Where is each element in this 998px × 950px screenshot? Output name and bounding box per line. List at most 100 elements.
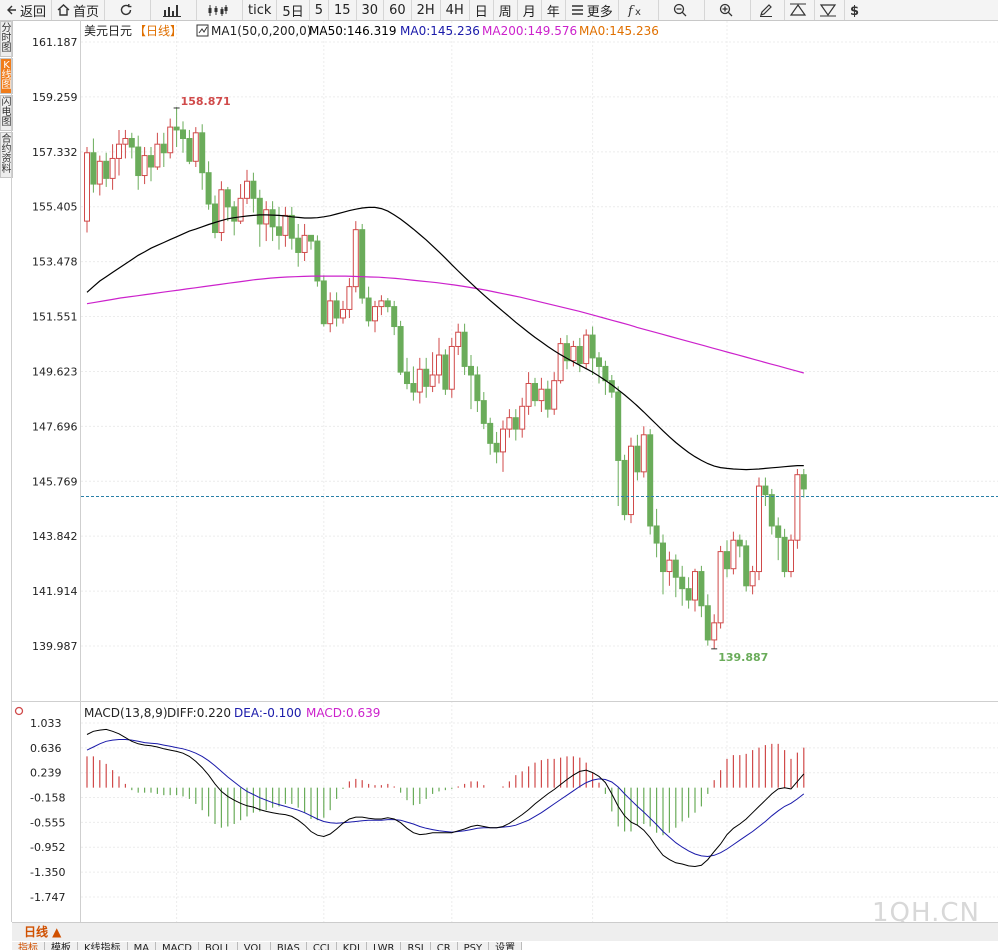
bottom-bar [12,922,998,941]
period-selector[interactable]: 日线 ▲ [24,925,62,939]
candle-down [768,494,775,527]
macd-tick-label: -1.350 [30,866,65,879]
home-button[interactable]: 首页 [52,0,106,20]
candle-up [301,234,308,253]
legend-ma50: MA50:146.319 [309,24,397,38]
period-2h[interactable]: 2H [412,0,441,20]
svg-text:$: $ [850,4,859,17]
legend-ma0b: MA0:145.236 [579,24,659,38]
triangle-down-icon [819,4,836,17]
side-tab-kline[interactable]: K线图 [0,58,13,94]
candle-up [122,137,129,145]
home-label: 首页 [73,4,100,20]
kline-view-button[interactable] [197,0,244,20]
zoom-out-button[interactable] [659,0,705,20]
candle-up [717,551,724,624]
side-tab-contract[interactable]: 合约资料 [0,132,13,178]
side-tab-timeshare[interactable]: 分时图 [0,21,13,57]
candle-up [794,474,801,541]
period-5[interactable]: 5 [310,0,329,20]
tab-kline-indicator[interactable]: K线指标 [78,942,128,950]
candle-up [551,380,558,410]
candle-down [736,539,743,547]
tab-settings[interactable]: 设置 [489,942,523,950]
candle-up [84,152,90,222]
candle-down [487,422,494,444]
indicator-button[interactable] [151,0,198,20]
tab-lwr[interactable]: LWR [366,942,402,950]
macd-settings-icon[interactable] [14,706,24,716]
refresh-button[interactable] [105,0,152,20]
period-30[interactable]: 30 [357,0,385,20]
candle-down [589,334,596,359]
candle-down [160,143,167,154]
period-tick[interactable]: tick [243,0,278,20]
period-day[interactable]: 日 [470,0,494,20]
tab-bias[interactable]: BIAS [270,942,307,950]
fall-button[interactable] [815,0,845,20]
candle-up [378,300,385,308]
candle-up [109,157,116,179]
price-tick-label: 157.332 [32,146,78,159]
candle-down [493,442,500,453]
price-tick-labels: 161.187 159.259 157.332 155.405 153.478 151.5… [32,36,78,653]
tab-indicator[interactable]: 指标 [12,942,45,950]
candle-up [570,345,577,362]
quote-button[interactable]: $ [845,0,870,20]
back-button[interactable]: 返回 [0,0,53,20]
tab-macd[interactable]: MACD [156,942,200,950]
period-week[interactable]: 周 [494,0,518,20]
candle-up [340,308,346,319]
period-15[interactable]: 15 [329,0,357,20]
candle-down [468,365,474,376]
tab-rsi[interactable]: RSI [401,942,431,950]
pen-icon [759,4,772,17]
candle-down [365,297,372,322]
period-month[interactable]: 月 [518,0,542,20]
tab-kdj[interactable]: KDJ [336,942,367,950]
tab-ma[interactable]: MA [127,942,157,950]
price-tick-label: 149.623 [32,365,78,378]
home-icon [57,4,70,16]
macd-tick-label: 1.033 [30,717,62,730]
price-tick-label: 147.696 [32,420,78,433]
price-tick-label: 141.914 [32,585,78,598]
tab-cci[interactable]: CCI [306,942,337,950]
side-tab-flash[interactable]: 闪电图 [0,95,13,131]
period-60[interactable]: 60 [384,0,412,20]
more-button[interactable]: 更多 [566,0,619,20]
candle-down [404,371,410,385]
tab-cr[interactable]: CR [430,942,458,950]
candle-up [218,189,225,234]
period-30-label: 30 [361,2,379,18]
annotations: 158.871 139.887 [173,95,768,664]
candle-up [116,143,122,159]
tab-boll[interactable]: BOLL [199,942,238,950]
candle-up [416,368,423,393]
period-5day[interactable]: 5日 [277,0,310,20]
period-4h[interactable]: 4H [441,0,470,20]
candle-down [474,374,481,402]
candle-down [199,132,206,174]
tab-vol[interactable]: VOL [237,942,271,950]
candle-up [525,383,532,407]
triangle-up-icon [789,3,806,16]
period-year[interactable]: 年 [542,0,566,20]
zoom-in-button[interactable] [705,0,751,20]
dea-line [86,739,805,858]
draw-button[interactable] [751,0,785,20]
candle-up [327,300,334,325]
candle-down [173,126,180,131]
macd-tick-label: -0.952 [30,841,65,854]
legend-toggle-icon[interactable] [196,24,209,37]
rise-button[interactable] [785,0,815,20]
period-tick-label: tick [248,2,272,18]
tab-template[interactable]: 模板 [45,942,78,950]
period-4h-label: 4H [445,2,464,18]
candle-down [698,571,705,607]
tab-psy[interactable]: PSY [457,942,490,950]
candle-down [564,343,570,362]
candle-down [724,551,730,570]
